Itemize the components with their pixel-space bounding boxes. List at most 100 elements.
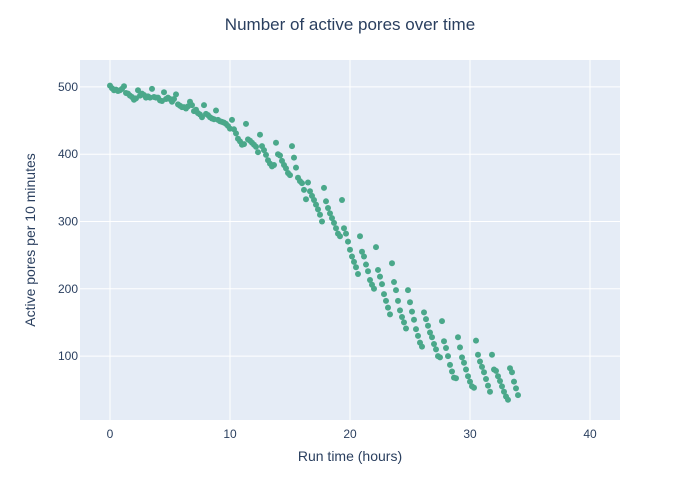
- data-point[interactable]: [307, 188, 313, 195]
- data-point[interactable]: [325, 205, 331, 212]
- data-point[interactable]: [433, 346, 439, 353]
- data-point[interactable]: [263, 151, 269, 158]
- data-point[interactable]: [299, 180, 305, 187]
- data-point[interactable]: [443, 345, 449, 351]
- data-point[interactable]: [397, 307, 403, 314]
- data-point[interactable]: [505, 396, 511, 403]
- data-point[interactable]: [395, 297, 401, 304]
- data-point[interactable]: [497, 377, 503, 384]
- data-point[interactable]: [199, 114, 205, 121]
- data-point[interactable]: [365, 268, 371, 275]
- data-point[interactable]: [455, 334, 461, 341]
- data-point[interactable]: [261, 147, 267, 154]
- data-point[interactable]: [331, 219, 337, 226]
- data-point[interactable]: [201, 102, 207, 109]
- data-point[interactable]: [283, 165, 289, 172]
- data-point[interactable]: [311, 196, 317, 203]
- data-point[interactable]: [439, 318, 445, 325]
- data-point[interactable]: [475, 351, 481, 358]
- data-point[interactable]: [277, 152, 283, 159]
- data-point[interactable]: [459, 354, 465, 361]
- data-point[interactable]: [253, 143, 259, 150]
- data-point[interactable]: [463, 366, 469, 373]
- data-point[interactable]: [457, 344, 463, 351]
- data-point[interactable]: [327, 210, 333, 217]
- data-point[interactable]: [367, 277, 373, 284]
- data-point[interactable]: [257, 131, 263, 138]
- data-point[interactable]: [387, 311, 393, 318]
- data-point[interactable]: [255, 149, 261, 156]
- data-point[interactable]: [489, 351, 495, 358]
- data-point[interactable]: [315, 206, 321, 213]
- data-point[interactable]: [271, 161, 277, 168]
- data-point[interactable]: [371, 285, 377, 292]
- data-point[interactable]: [375, 266, 381, 273]
- data-point[interactable]: [477, 358, 483, 365]
- data-point[interactable]: [421, 309, 427, 316]
- data-point[interactable]: [495, 373, 501, 380]
- data-point[interactable]: [415, 332, 421, 339]
- data-point[interactable]: [391, 279, 397, 286]
- data-point[interactable]: [161, 89, 167, 96]
- data-point[interactable]: [427, 329, 433, 336]
- data-point[interactable]: [361, 253, 367, 260]
- data-point[interactable]: [449, 368, 455, 375]
- data-point[interactable]: [511, 378, 517, 385]
- data-point[interactable]: [333, 225, 339, 232]
- data-point[interactable]: [493, 367, 499, 374]
- data-point[interactable]: [441, 338, 447, 345]
- data-point[interactable]: [483, 375, 489, 382]
- data-point[interactable]: [473, 337, 479, 344]
- data-point[interactable]: [461, 359, 467, 366]
- data-point[interactable]: [411, 316, 417, 323]
- data-point[interactable]: [431, 340, 437, 347]
- data-point[interactable]: [437, 354, 443, 361]
- data-point[interactable]: [341, 225, 347, 232]
- data-point[interactable]: [349, 253, 355, 260]
- data-point[interactable]: [405, 287, 411, 294]
- data-point[interactable]: [453, 375, 459, 382]
- data-point[interactable]: [353, 264, 359, 271]
- data-point[interactable]: [377, 273, 383, 280]
- data-point[interactable]: [389, 260, 395, 267]
- data-point[interactable]: [121, 83, 127, 90]
- data-point[interactable]: [409, 308, 415, 315]
- data-point[interactable]: [509, 369, 515, 376]
- data-point[interactable]: [471, 384, 477, 391]
- data-point[interactable]: [289, 143, 295, 150]
- data-point[interactable]: [515, 392, 521, 399]
- data-point[interactable]: [481, 369, 487, 376]
- data-point[interactable]: [363, 261, 369, 268]
- data-point[interactable]: [501, 388, 507, 395]
- data-point[interactable]: [485, 382, 491, 389]
- data-point[interactable]: [393, 287, 399, 294]
- data-point[interactable]: [403, 325, 409, 332]
- data-point[interactable]: [379, 281, 385, 288]
- data-point[interactable]: [243, 120, 249, 127]
- data-point[interactable]: [429, 334, 435, 341]
- data-point[interactable]: [355, 270, 361, 277]
- data-point[interactable]: [447, 361, 453, 368]
- data-point[interactable]: [189, 102, 195, 109]
- data-point[interactable]: [373, 244, 379, 251]
- data-point[interactable]: [343, 230, 349, 237]
- data-point[interactable]: [465, 373, 471, 380]
- data-point[interactable]: [339, 196, 345, 203]
- data-point[interactable]: [273, 139, 279, 146]
- data-point[interactable]: [323, 198, 329, 205]
- data-point[interactable]: [329, 215, 335, 222]
- data-point[interactable]: [413, 326, 419, 333]
- data-point[interactable]: [401, 319, 407, 326]
- data-point[interactable]: [241, 141, 247, 148]
- data-point[interactable]: [303, 196, 309, 203]
- data-point[interactable]: [399, 314, 405, 321]
- data-point[interactable]: [381, 291, 387, 298]
- data-point[interactable]: [319, 218, 325, 225]
- data-point[interactable]: [229, 116, 235, 123]
- data-point[interactable]: [293, 164, 299, 171]
- data-point[interactable]: [423, 316, 429, 323]
- data-point[interactable]: [385, 304, 391, 311]
- data-point[interactable]: [337, 233, 343, 240]
- data-point[interactable]: [357, 233, 363, 240]
- data-point[interactable]: [419, 343, 425, 350]
